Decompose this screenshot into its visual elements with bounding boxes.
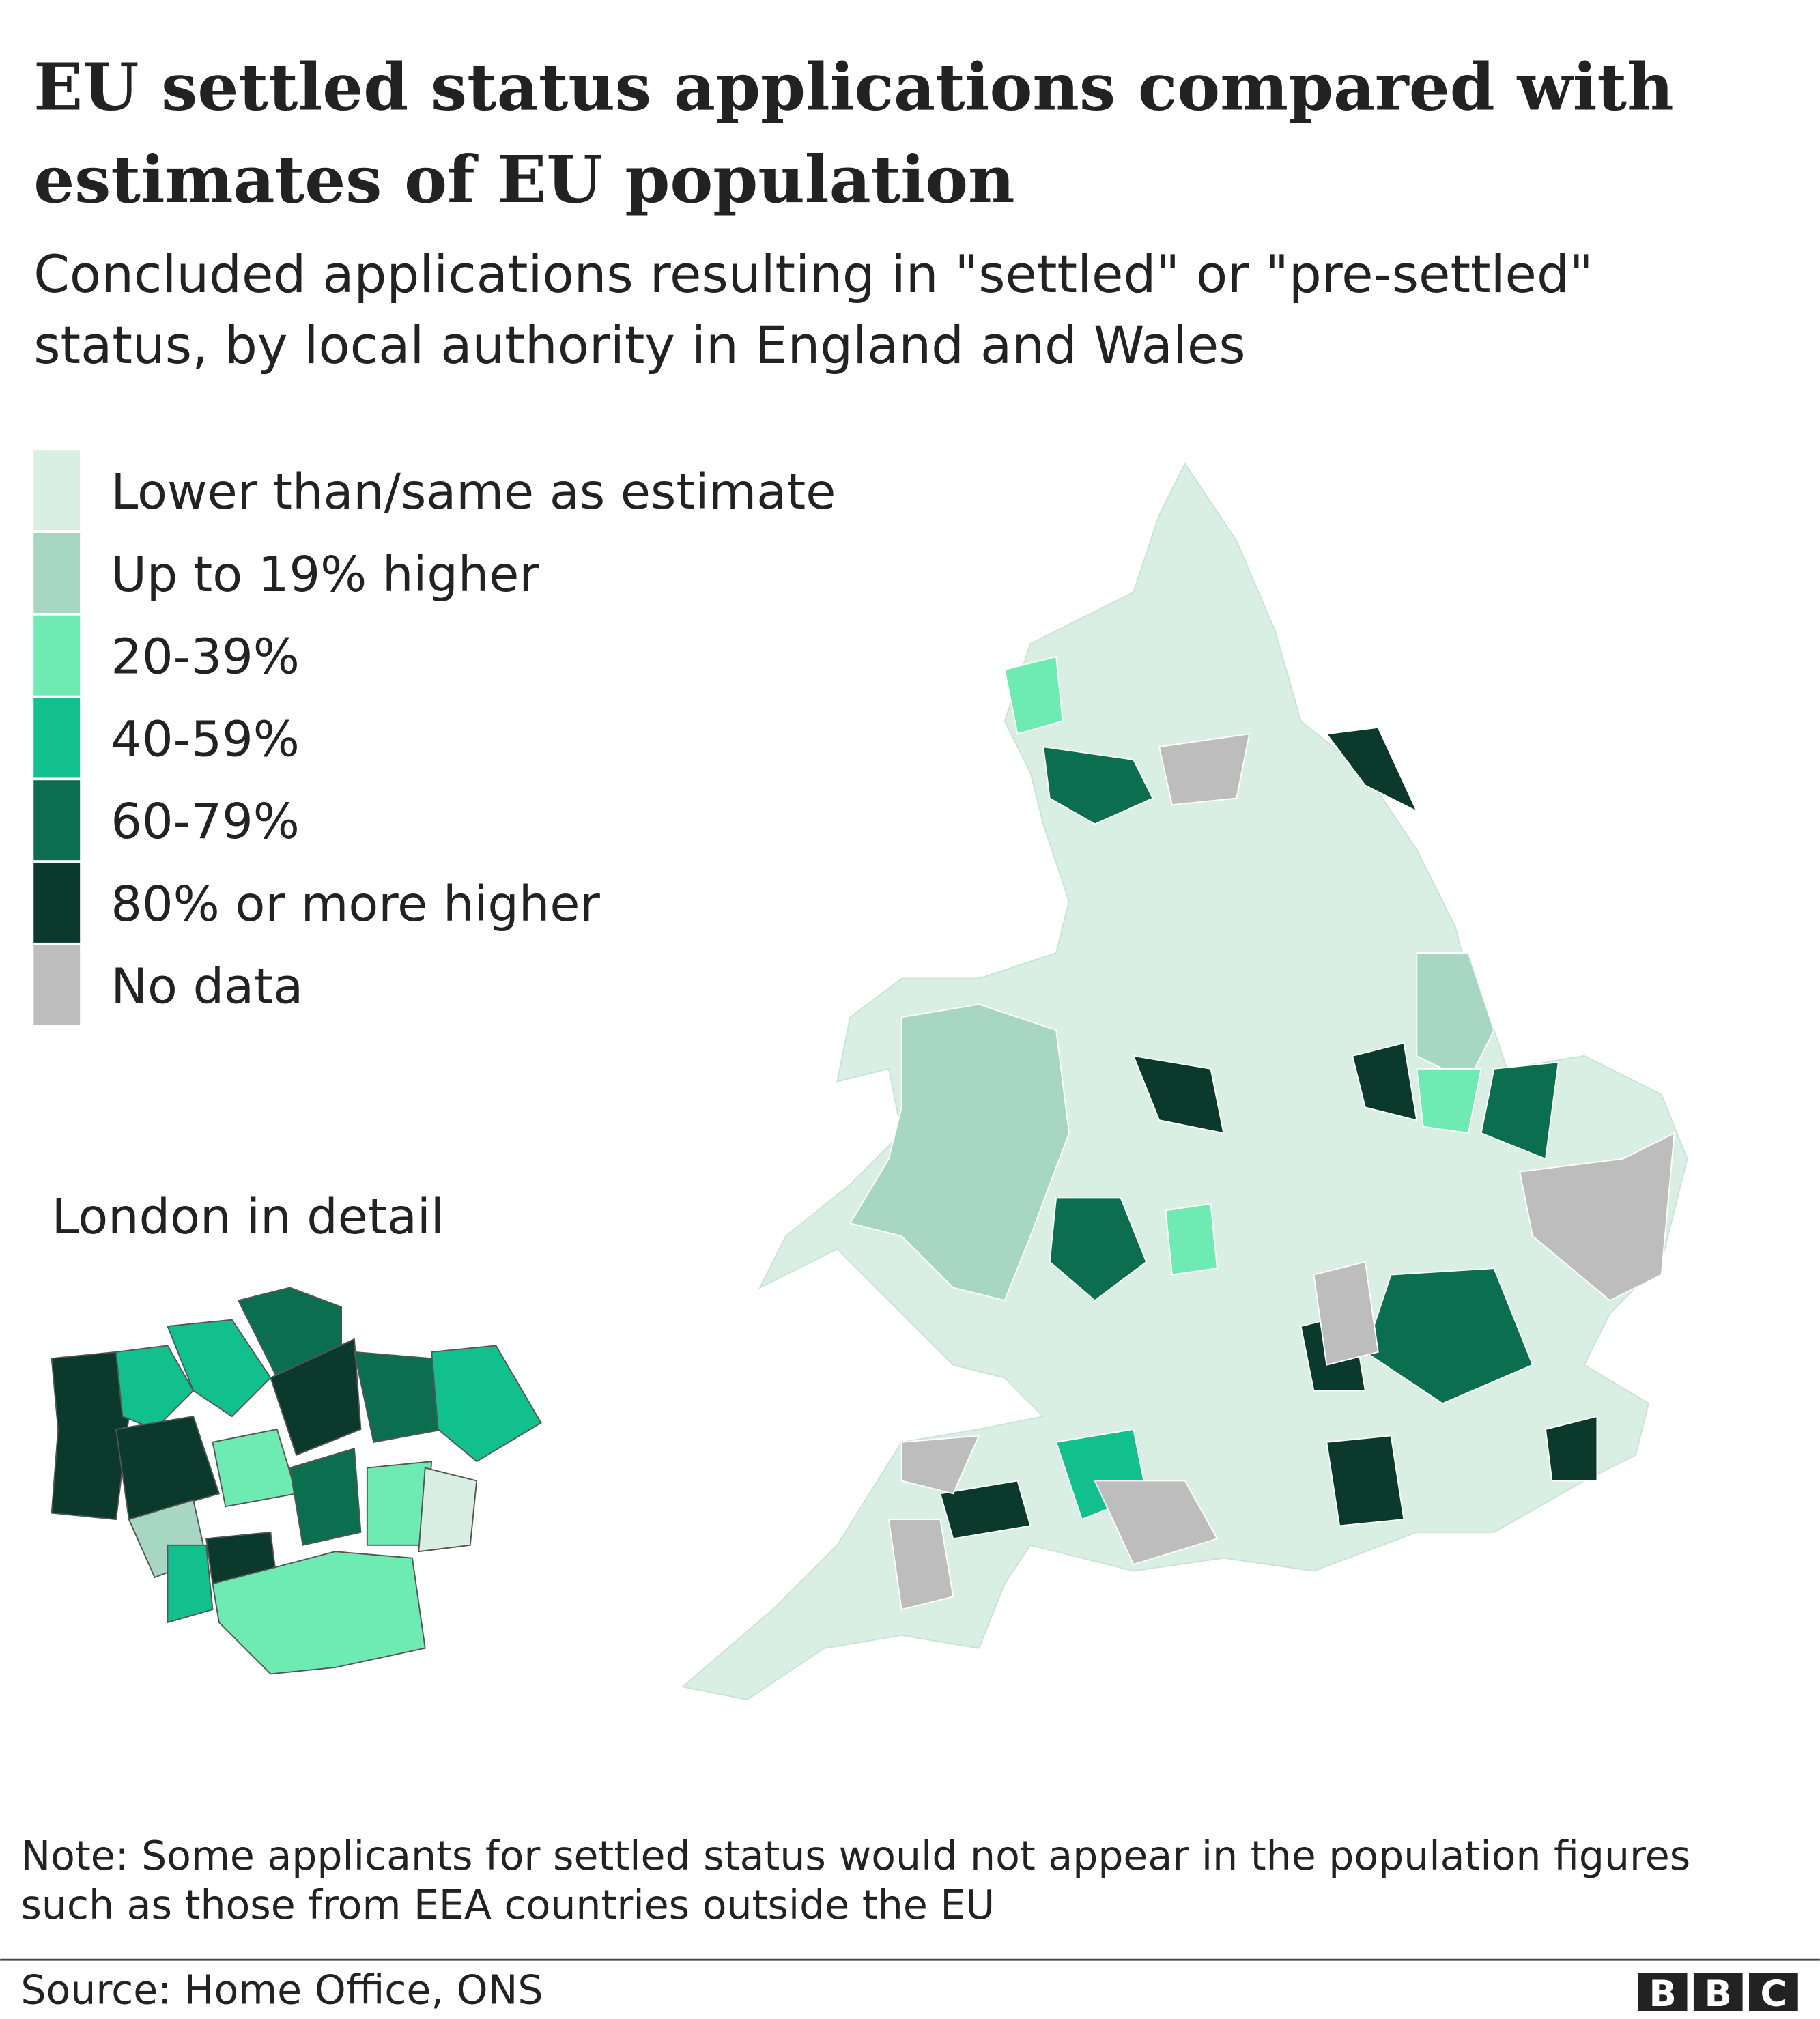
logo-letter: B [1649, 1973, 1677, 2015]
note-line: Note: Some applicants for settled status… [20, 1833, 1690, 1879]
legend-label: No data [111, 958, 303, 1015]
legend-swatch [33, 450, 81, 531]
note-line: such as those from EEA countries outside… [20, 1882, 995, 1928]
map-london-inset [51, 1287, 542, 1675]
legend-swatch [33, 698, 81, 778]
legend-label: 40-59% [111, 710, 299, 767]
logo-box [1749, 1973, 1798, 2011]
legend-label: 60-79% [111, 792, 299, 850]
legend-label: Up to 19% higher [111, 545, 539, 603]
legend-swatch [33, 945, 81, 1025]
logo-letter: B [1705, 1973, 1732, 2015]
title-line: estimates of EU population [33, 142, 1014, 218]
subtitle-line: Concluded applications resulting in "set… [33, 244, 1593, 304]
title-line: EU settled status applications compared … [33, 49, 1673, 125]
logo-box [1693, 1973, 1743, 2011]
legend-swatch [33, 780, 81, 861]
legend-swatch [33, 615, 81, 696]
logo-letter: C [1761, 1973, 1787, 2015]
legend: Lower than/same as estimate Up to 19% hig… [33, 450, 836, 1025]
legend-label: 80% or more higher [111, 875, 600, 932]
subtitle-line: status, by local authority in England an… [33, 315, 1245, 375]
logo-box [1638, 1973, 1688, 2011]
inset-label: London in detail [52, 1188, 444, 1245]
legend-label: 20-39% [111, 628, 299, 685]
legend-swatch [33, 862, 81, 943]
legend-label: Lower than/same as estimate [111, 463, 836, 520]
source: Source: Home Office, ONS [20, 1966, 543, 2013]
legend-swatch [33, 533, 81, 613]
map-england-wales [681, 462, 1688, 1701]
